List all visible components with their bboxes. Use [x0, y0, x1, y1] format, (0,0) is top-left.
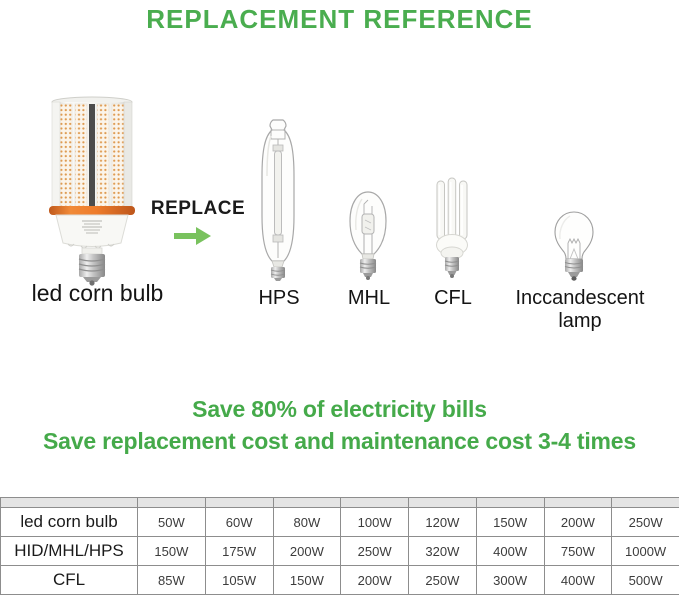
- wattage-cell: 105W: [204, 565, 274, 595]
- wattage-cell: 250W: [340, 536, 409, 566]
- mhl-bulb-image: [349, 191, 387, 280]
- wattage-cell: 150W: [137, 536, 206, 566]
- wattage-cell: 400W: [475, 536, 545, 566]
- table-row-led: led corn bulb 50W 60W 80W 100W 120W 150W…: [0, 507, 679, 537]
- header-cell: [340, 497, 409, 508]
- savings-line-2: Save replacement cost and maintenance co…: [43, 428, 636, 454]
- table-row-cfl: CFL 85W 105W 150W 200W 250W 300W 400W 50…: [0, 565, 679, 595]
- replace-arrow-icon: [174, 227, 211, 245]
- wattage-cell: 175W: [204, 536, 274, 566]
- table-header-row: [0, 497, 679, 508]
- wattage-cell: 85W: [137, 565, 206, 595]
- page-title: REPLACEMENT REFERENCE: [146, 4, 533, 34]
- wattage-cell: 250W: [408, 565, 477, 595]
- cfl-bulb-image: [436, 177, 468, 278]
- row-label: HID/MHL/HPS: [0, 536, 138, 566]
- wattage-cell: 80W: [272, 507, 342, 537]
- row-label: led corn bulb: [0, 507, 138, 537]
- wattage-cell: 120W: [408, 507, 477, 537]
- replace-block: REPLACE: [150, 198, 246, 246]
- wattage-cell: 400W: [543, 565, 613, 595]
- wattage-cell: 500W: [611, 565, 679, 595]
- hps-bulb-image: [261, 119, 295, 281]
- hps-label: HPS: [258, 287, 300, 309]
- header-cell: [137, 497, 206, 508]
- header-cell: [204, 497, 274, 508]
- cfl-label: CFL: [434, 287, 472, 309]
- wattage-comparison-table: led corn bulb 50W 60W 80W 100W 120W 150W…: [0, 497, 679, 595]
- incandescent-bulb-image: [554, 211, 594, 281]
- wattage-cell: 150W: [272, 565, 342, 595]
- header-cell: [272, 497, 342, 508]
- led-corn-bulb-image: [49, 96, 135, 286]
- replace-label: REPLACE: [150, 198, 246, 219]
- wattage-cell: 1000W: [611, 536, 679, 566]
- table-row-hid: HID/MHL/HPS 150W 175W 200W 250W 320W 400…: [0, 536, 679, 566]
- header-cell: [543, 497, 613, 508]
- header-cell: [408, 497, 477, 508]
- wattage-cell: 250W: [611, 507, 679, 537]
- wattage-cell: 200W: [272, 536, 342, 566]
- header-cell: [475, 497, 545, 508]
- wattage-cell: 100W: [340, 507, 409, 537]
- led-corn-bulb-label: led corn bulb: [31, 280, 164, 306]
- header-cell: [611, 497, 679, 508]
- header-cell: [0, 497, 138, 508]
- wattage-cell: 320W: [408, 536, 477, 566]
- wattage-cell: 300W: [475, 565, 545, 595]
- wattage-cell: 200W: [340, 565, 409, 595]
- mhl-label: MHL: [347, 287, 391, 309]
- wattage-cell: 200W: [543, 507, 613, 537]
- wattage-cell: 60W: [204, 507, 274, 537]
- wattage-cell: 150W: [475, 507, 545, 537]
- wattage-cell: 750W: [543, 536, 613, 566]
- wattage-cell: 50W: [137, 507, 206, 537]
- savings-line-1: Save 80% of electricity bills: [192, 396, 487, 422]
- incandescent-label: Inccandescent lamp: [515, 287, 645, 332]
- row-label: CFL: [0, 565, 138, 595]
